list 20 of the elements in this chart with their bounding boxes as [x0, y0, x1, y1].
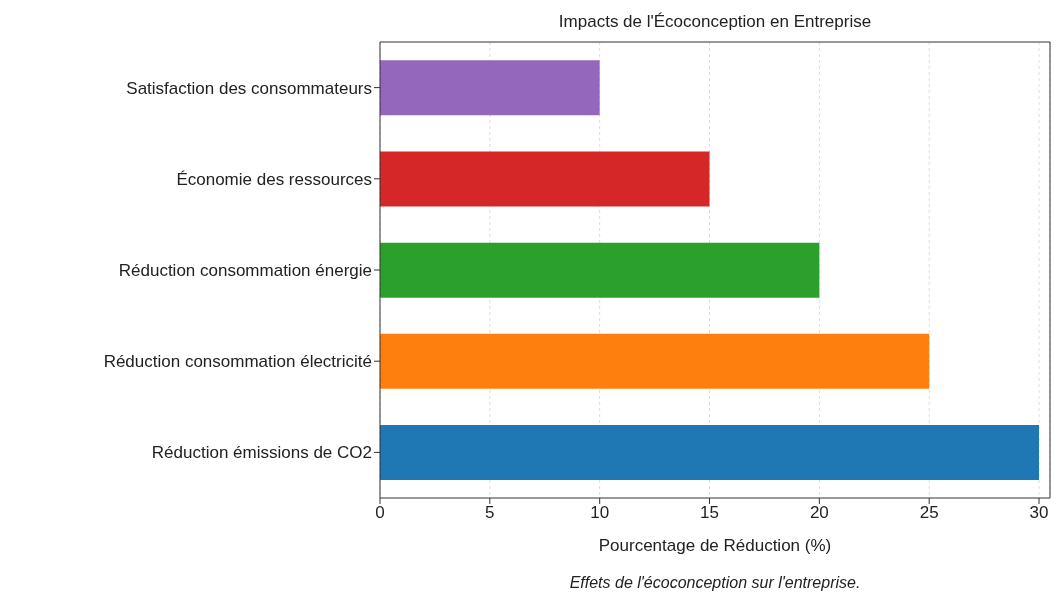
x-tick-label: 15 [700, 503, 719, 523]
text: Effets de l'écoconception sur l'entreprise. [568, 574, 862, 592]
bar [380, 151, 710, 207]
chart-title: Impacts de l'Écoconception en Entreprise [557, 12, 873, 32]
bar [380, 60, 600, 116]
y-tick-label: Réduction consommation électricité [103, 352, 372, 372]
x-tick-label: 30 [1029, 503, 1049, 523]
y-tick-label: Réduction émissions de CO2 [151, 443, 372, 463]
bar [380, 242, 820, 298]
bar [380, 333, 930, 389]
x-tick-label: 0 [375, 503, 385, 523]
x-tick-label: 5 [485, 503, 495, 523]
bar [380, 425, 1040, 481]
y-tick-label: Réduction consommation énergie [118, 261, 372, 281]
x-axis-title: Pourcentage de Réduction (%) [597, 536, 833, 556]
x-tick-label: 25 [919, 503, 939, 523]
y-tick-label: Économie des ressources [176, 169, 372, 189]
x-tick-label: 10 [590, 503, 610, 523]
y-tick-label: Satisfaction des consommateurs [126, 78, 372, 98]
x-tick-label: 20 [809, 503, 829, 523]
